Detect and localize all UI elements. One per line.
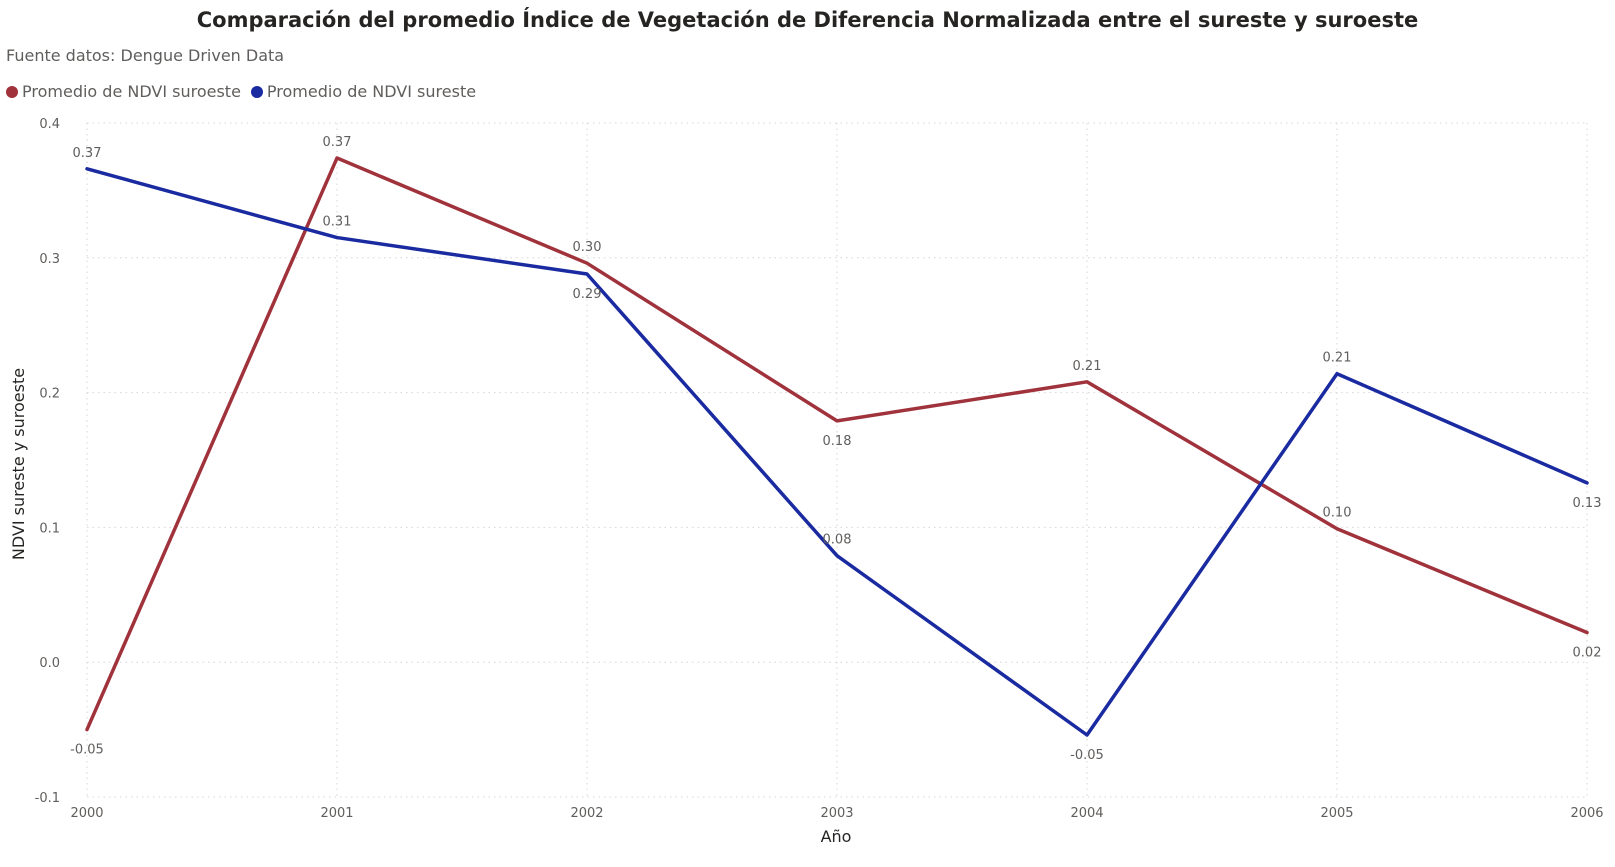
data-label: 0.37 bbox=[73, 146, 102, 161]
x-tick-label: 2001 bbox=[320, 806, 353, 821]
series-line-0[interactable] bbox=[85, 156, 1589, 732]
data-label: 0.10 bbox=[1323, 506, 1352, 521]
chart-title: Comparación del promedio Índice de Veget… bbox=[196, 8, 1419, 32]
x-tick-label: 2000 bbox=[70, 806, 103, 821]
data-label: 0.30 bbox=[573, 240, 602, 255]
y-axis-ticks: -0.1 0.0 0.1 0.2 0.3 0.4 bbox=[35, 117, 60, 806]
legend-label-sureste: Promedio de NDVI sureste bbox=[266, 82, 477, 101]
legend-item-sureste[interactable]: Promedio de NDVI sureste bbox=[250, 82, 477, 101]
data-label: -0.05 bbox=[70, 743, 104, 758]
data-label: 0.13 bbox=[1573, 496, 1602, 511]
data-label: -0.05 bbox=[1070, 748, 1104, 763]
chart-subtitle: Fuente datos: Dengue Driven Data bbox=[6, 46, 285, 65]
gridlines bbox=[86, 122, 1588, 798]
x-axis-ticks: 2000 2001 2002 2003 2004 2005 2006 bbox=[70, 806, 1603, 821]
x-tick-label: 2004 bbox=[1070, 806, 1103, 821]
series-lines bbox=[85, 156, 1589, 737]
series-line-1[interactable] bbox=[85, 167, 1589, 737]
legend-item-suroeste[interactable]: Promedio de NDVI suroeste bbox=[6, 82, 241, 101]
legend: Promedio de NDVI suroeste Promedio de ND… bbox=[6, 82, 486, 101]
data-label: 0.18 bbox=[823, 434, 852, 449]
legend-label-suroeste: Promedio de NDVI suroeste bbox=[22, 82, 241, 101]
data-label: 0.21 bbox=[1073, 359, 1102, 374]
data-labels: -0.05 0.37 0.30 0.18 0.21 0.10 0.02 0.37 0.31 0.2… bbox=[70, 135, 1601, 763]
x-tick-label: 2003 bbox=[820, 806, 853, 821]
data-label: 0.08 bbox=[823, 533, 852, 548]
y-tick-label: 0.4 bbox=[39, 117, 60, 132]
x-tick-label: 2005 bbox=[1320, 806, 1353, 821]
data-label: 0.21 bbox=[1323, 351, 1352, 366]
y-axis-title: NDVI sureste y suroeste bbox=[9, 368, 28, 560]
y-tick-label: 0.0 bbox=[39, 656, 60, 671]
data-label: 0.29 bbox=[573, 287, 602, 302]
data-label: 0.37 bbox=[323, 135, 352, 150]
x-tick-label: 2002 bbox=[570, 806, 603, 821]
data-label: 0.31 bbox=[323, 215, 352, 230]
y-tick-label: 0.2 bbox=[39, 387, 60, 402]
data-label: 0.02 bbox=[1573, 646, 1602, 661]
legend-marker-sureste bbox=[250, 85, 263, 98]
x-axis-title: Año bbox=[821, 827, 852, 846]
y-tick-label: 0.1 bbox=[39, 521, 60, 536]
y-tick-label: -0.1 bbox=[35, 791, 60, 806]
x-tick-label: 2006 bbox=[1570, 806, 1603, 821]
y-tick-label: 0.3 bbox=[39, 252, 60, 267]
legend-marker-suroeste bbox=[6, 85, 18, 98]
